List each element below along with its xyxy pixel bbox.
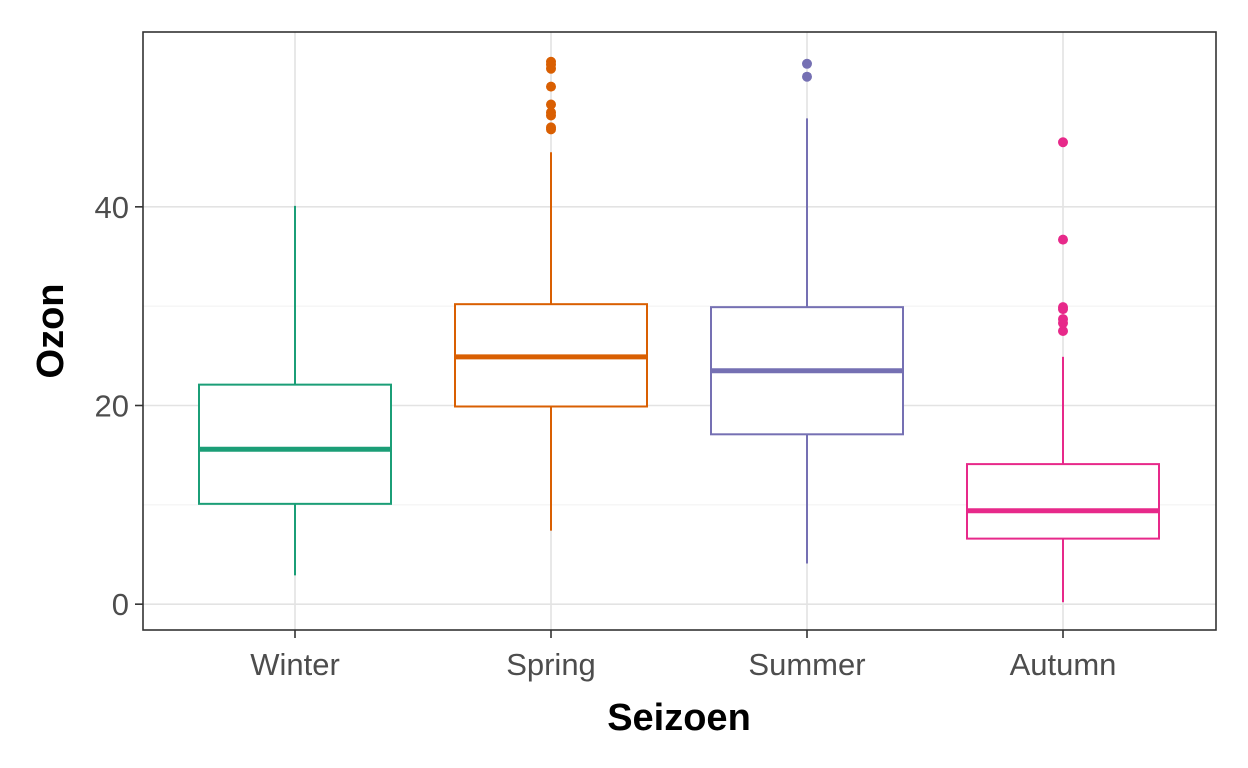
x-axis-title: Seizoen — [607, 697, 751, 739]
outlier-point — [1058, 137, 1068, 148]
y-axis: 0 20 40 — [95, 190, 143, 622]
y-axis-title: Ozon — [30, 284, 72, 379]
box-iqr — [198, 383, 392, 505]
box-autumn — [966, 137, 1160, 603]
plot-border — [142, 31, 1217, 631]
x-tick-label: Spring — [506, 647, 596, 682]
box-spring — [454, 56, 648, 531]
box-iqr — [966, 463, 1160, 540]
y-tick-label: 40 — [95, 190, 129, 225]
outlier-point — [546, 99, 556, 110]
outlier-point — [546, 122, 556, 133]
x-tick-label: Winter — [250, 647, 340, 682]
outlier-point — [1058, 326, 1068, 336]
x-axis: Winter Spring Summer Autumn — [250, 630, 1116, 682]
plot-background — [143, 32, 1216, 630]
outlier-point — [546, 81, 556, 92]
outlier-point — [546, 56, 556, 67]
outlier-point — [1058, 234, 1068, 245]
boxes — [198, 56, 1160, 603]
outlier-point — [1058, 314, 1068, 325]
y-tick-label: 20 — [95, 389, 129, 424]
box-winter — [198, 205, 392, 576]
outlier-point — [802, 58, 812, 69]
outlier-point — [546, 107, 556, 118]
outlier-point — [802, 71, 812, 82]
y-tick-label: 0 — [112, 587, 129, 622]
box-summer — [710, 58, 904, 564]
x-tick-label: Summer — [748, 647, 865, 682]
x-tick-label: Autumn — [1010, 647, 1117, 682]
outlier-point — [1058, 302, 1068, 313]
